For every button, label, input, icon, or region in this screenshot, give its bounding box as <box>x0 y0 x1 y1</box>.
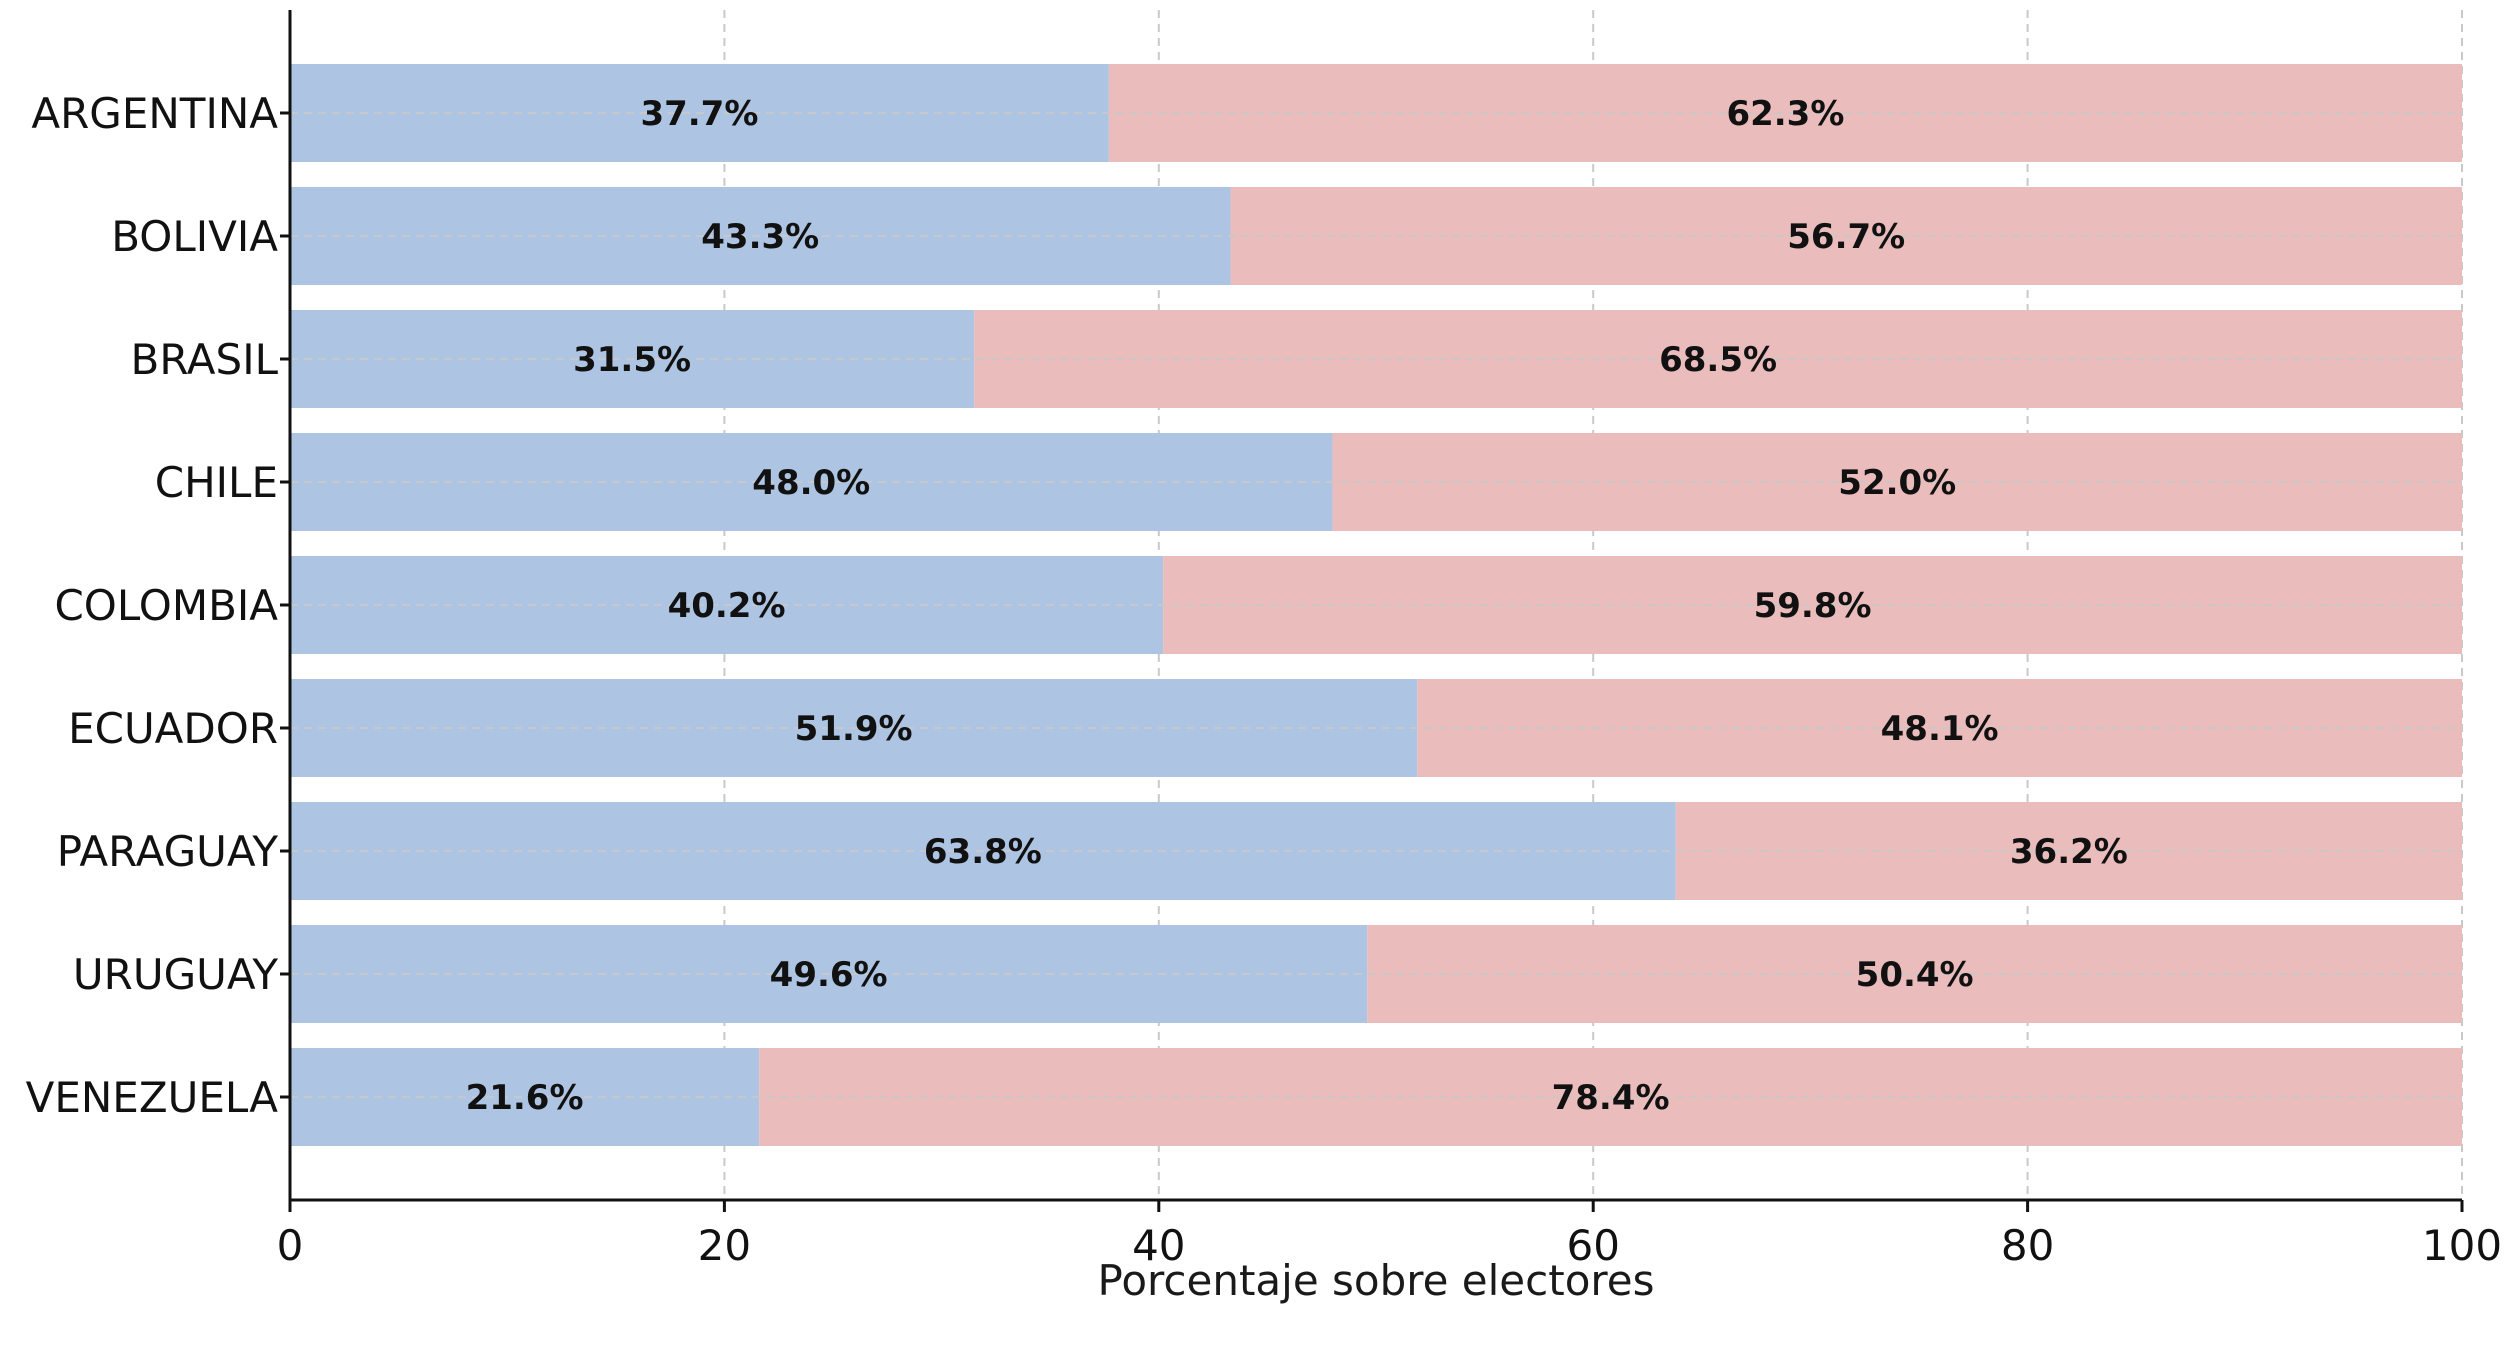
bar-value-label: 31.5% <box>573 340 691 380</box>
category-label: CHILE <box>155 458 278 507</box>
bar-value-label: 49.6% <box>770 955 888 995</box>
x-tick-label: 60 <box>1566 1221 1619 1270</box>
x-tick-label: 0 <box>277 1221 304 1270</box>
bar-value-label: 21.6% <box>466 1078 584 1118</box>
bar-value-label: 52.0% <box>1838 463 1956 503</box>
bar-segment <box>1163 556 2462 654</box>
x-tick-label: 80 <box>2001 1221 2054 1270</box>
category-label: ECUADOR <box>68 704 278 753</box>
bar-value-label: 59.8% <box>1754 586 1872 626</box>
category-label: PARAGUAY <box>57 827 279 876</box>
category-label: BOLIVIA <box>111 212 278 261</box>
tick-labels-layer: 0 20 40 60 80 100 <box>277 1221 2502 1270</box>
bar-value-label: 63.8% <box>924 832 1042 872</box>
x-tick-label: 20 <box>698 1221 751 1270</box>
bar-labels-layer: 37.7% 62.3% 43.3% 56.7% 31.5% 68.5% 48.0% 52.0%… <box>466 94 2128 1118</box>
bar-value-label: 51.9% <box>795 709 913 749</box>
bar-value-label: 50.4% <box>1856 955 1974 995</box>
category-label: BRASIL <box>131 335 279 384</box>
category-label: ARGENTINA <box>31 89 278 138</box>
bar-value-label: 78.4% <box>1552 1078 1670 1118</box>
bar-value-label: 48.0% <box>752 463 870 503</box>
bar-segment <box>290 1048 760 1146</box>
x-axis-title: Porcentaje sobre electores <box>1098 1256 1655 1305</box>
x-tick-label: 40 <box>1132 1221 1185 1270</box>
bar-value-label: 43.3% <box>701 217 819 257</box>
bar-value-label: 36.2% <box>2010 832 2128 872</box>
x-tick-label: 100 <box>2422 1221 2502 1270</box>
bar-segment <box>1332 433 2462 531</box>
bar-value-label: 48.1% <box>1881 709 1999 749</box>
category-label: URUGUAY <box>73 950 278 999</box>
bar-value-label: 40.2% <box>668 586 786 626</box>
bar-value-label: 56.7% <box>1787 217 1905 257</box>
category-label: COLOMBIA <box>54 581 278 630</box>
bar-value-label: 37.7% <box>640 94 758 134</box>
category-label: VENEZUELA <box>26 1073 279 1122</box>
bar-value-label: 62.3% <box>1726 94 1844 134</box>
bar-value-label: 68.5% <box>1659 340 1777 380</box>
category-labels-layer: ARGENTINA BOLIVIA BRASIL CHILE COLOMBIA ECUAD… <box>26 89 279 1122</box>
axes-layer <box>280 10 2464 1212</box>
bar-segment <box>1417 679 2462 777</box>
